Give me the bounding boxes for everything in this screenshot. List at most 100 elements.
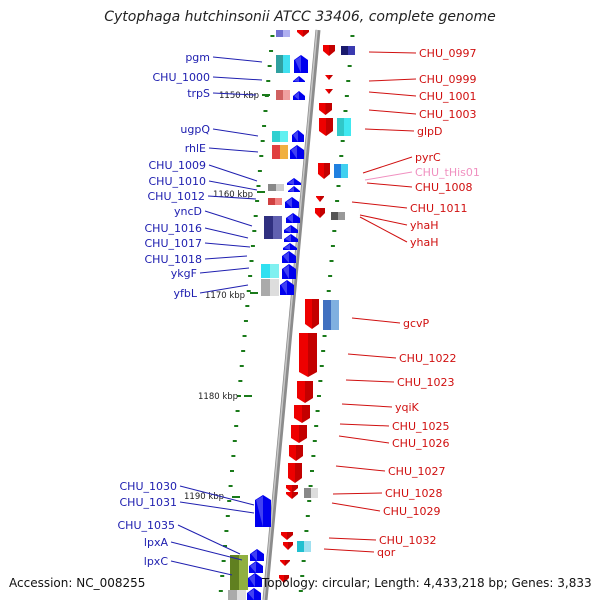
leader-line xyxy=(204,242,251,248)
forward-gene-shape xyxy=(288,179,294,185)
gene-label-chu-0997: CHU_0997 xyxy=(419,47,477,60)
tick-mark xyxy=(321,350,326,352)
tick-mark xyxy=(223,545,228,547)
reverse-gene-shape xyxy=(305,381,313,403)
forward-gene-shape xyxy=(249,574,255,587)
tick-mark xyxy=(326,290,331,292)
tick-mark xyxy=(266,80,271,82)
reverse-gene-shape xyxy=(315,208,325,218)
tick-mark xyxy=(220,575,225,577)
tick-mark xyxy=(336,185,341,187)
feature-box xyxy=(348,46,355,55)
reverse-gene-shape xyxy=(297,381,313,403)
tick-mark xyxy=(346,80,351,82)
kbp-tick-label: 1160 kbp xyxy=(213,190,253,200)
feature-box xyxy=(264,216,273,239)
leader-line-layer xyxy=(170,51,417,576)
gene-label-chu-1029: CHU_1029 xyxy=(383,505,441,518)
reverse-gene-shape xyxy=(320,208,325,218)
tick-mark xyxy=(241,350,246,352)
reverse-gene-shape xyxy=(319,103,332,115)
gene-label-chu-1025: CHU_1025 xyxy=(392,420,450,433)
forward-gene-shape xyxy=(282,251,296,263)
gene-label-chu-1035: CHU_1035 xyxy=(118,519,176,532)
leader-line xyxy=(368,51,417,54)
feature-box xyxy=(331,300,339,330)
feature-box xyxy=(338,212,345,220)
gene-label-yfbl: yfbL xyxy=(174,287,198,300)
gene-label-yhah: yhaH xyxy=(410,219,439,232)
forward-gene-shape xyxy=(283,252,289,263)
forward-gene-shape xyxy=(287,214,293,223)
tick-mark xyxy=(312,440,317,442)
leader-line xyxy=(212,128,259,137)
feature-box xyxy=(275,198,282,205)
reverse-gene-shape xyxy=(279,575,289,583)
gene-label-yqik: yqiK xyxy=(395,401,420,414)
gene-label-chu-1027: CHU_1027 xyxy=(388,465,446,478)
leader-line xyxy=(170,560,233,576)
tick-mark xyxy=(249,260,254,262)
forward-gene-shape xyxy=(290,145,304,159)
forward-gene-shape xyxy=(294,55,308,73)
reverse-gene-shape xyxy=(316,196,324,202)
tick-mark xyxy=(305,515,310,517)
tick-mark xyxy=(255,200,260,202)
tick-mark xyxy=(316,395,321,397)
tick-mark xyxy=(257,170,262,172)
forward-gene-shape xyxy=(283,243,297,250)
leader-line xyxy=(204,210,253,227)
feature-box xyxy=(341,46,348,55)
forward-gene-shape xyxy=(293,76,305,82)
tick-mark xyxy=(318,380,323,382)
feature-box xyxy=(337,118,344,136)
forward-gene-shape xyxy=(281,281,287,295)
tick-mark xyxy=(328,275,333,277)
leader-line xyxy=(212,76,263,81)
tick-mark xyxy=(340,140,345,142)
reverse-gene-shape xyxy=(292,492,298,499)
gene-label-trps: trpS xyxy=(187,87,210,100)
gene-label-gcvp: gcvP xyxy=(403,317,430,330)
gene-label-chu-1017: CHU_1017 xyxy=(145,237,203,250)
leader-line xyxy=(351,317,401,324)
forward-gene-shape xyxy=(251,550,257,561)
gene-label-ugpq: ugpQ xyxy=(180,123,210,136)
feature-box xyxy=(273,216,282,239)
reverse-gene-shape xyxy=(325,89,333,94)
leader-line xyxy=(339,423,390,427)
tick-mark xyxy=(218,590,223,592)
forward-gene-shape xyxy=(284,225,298,233)
kbp-tick-label: 1150 kbp xyxy=(219,91,259,101)
tick-mark xyxy=(238,380,243,382)
tick-mark xyxy=(252,230,257,232)
leader-line xyxy=(204,255,248,260)
feature-box xyxy=(276,90,283,100)
leader-line xyxy=(359,214,408,226)
feature-box xyxy=(304,541,311,552)
reverse-gene-shape xyxy=(286,492,298,499)
tick-mark xyxy=(322,335,327,337)
feature-box xyxy=(334,164,341,178)
leader-line xyxy=(338,435,390,444)
tick-mark xyxy=(304,530,309,532)
feature-box xyxy=(280,145,288,159)
leader-line xyxy=(179,485,255,506)
reverse-gene-shape xyxy=(292,485,298,493)
tick-mark xyxy=(246,290,251,292)
reverse-gene-shape xyxy=(294,405,310,423)
feature-box xyxy=(261,264,270,278)
tick-mark xyxy=(315,410,320,412)
tick-mark xyxy=(347,65,352,67)
leader-line xyxy=(179,501,255,514)
gene-label-chu-1000: CHU_1000 xyxy=(153,71,211,84)
reverse-gene-shape xyxy=(297,30,309,37)
feature-box xyxy=(304,488,311,498)
leader-line xyxy=(328,537,377,541)
reverse-gene-shape xyxy=(325,75,333,80)
leader-line xyxy=(366,182,413,188)
tick-mark xyxy=(232,440,237,442)
feature-box xyxy=(276,30,283,37)
reverse-gene-shape xyxy=(295,463,302,483)
